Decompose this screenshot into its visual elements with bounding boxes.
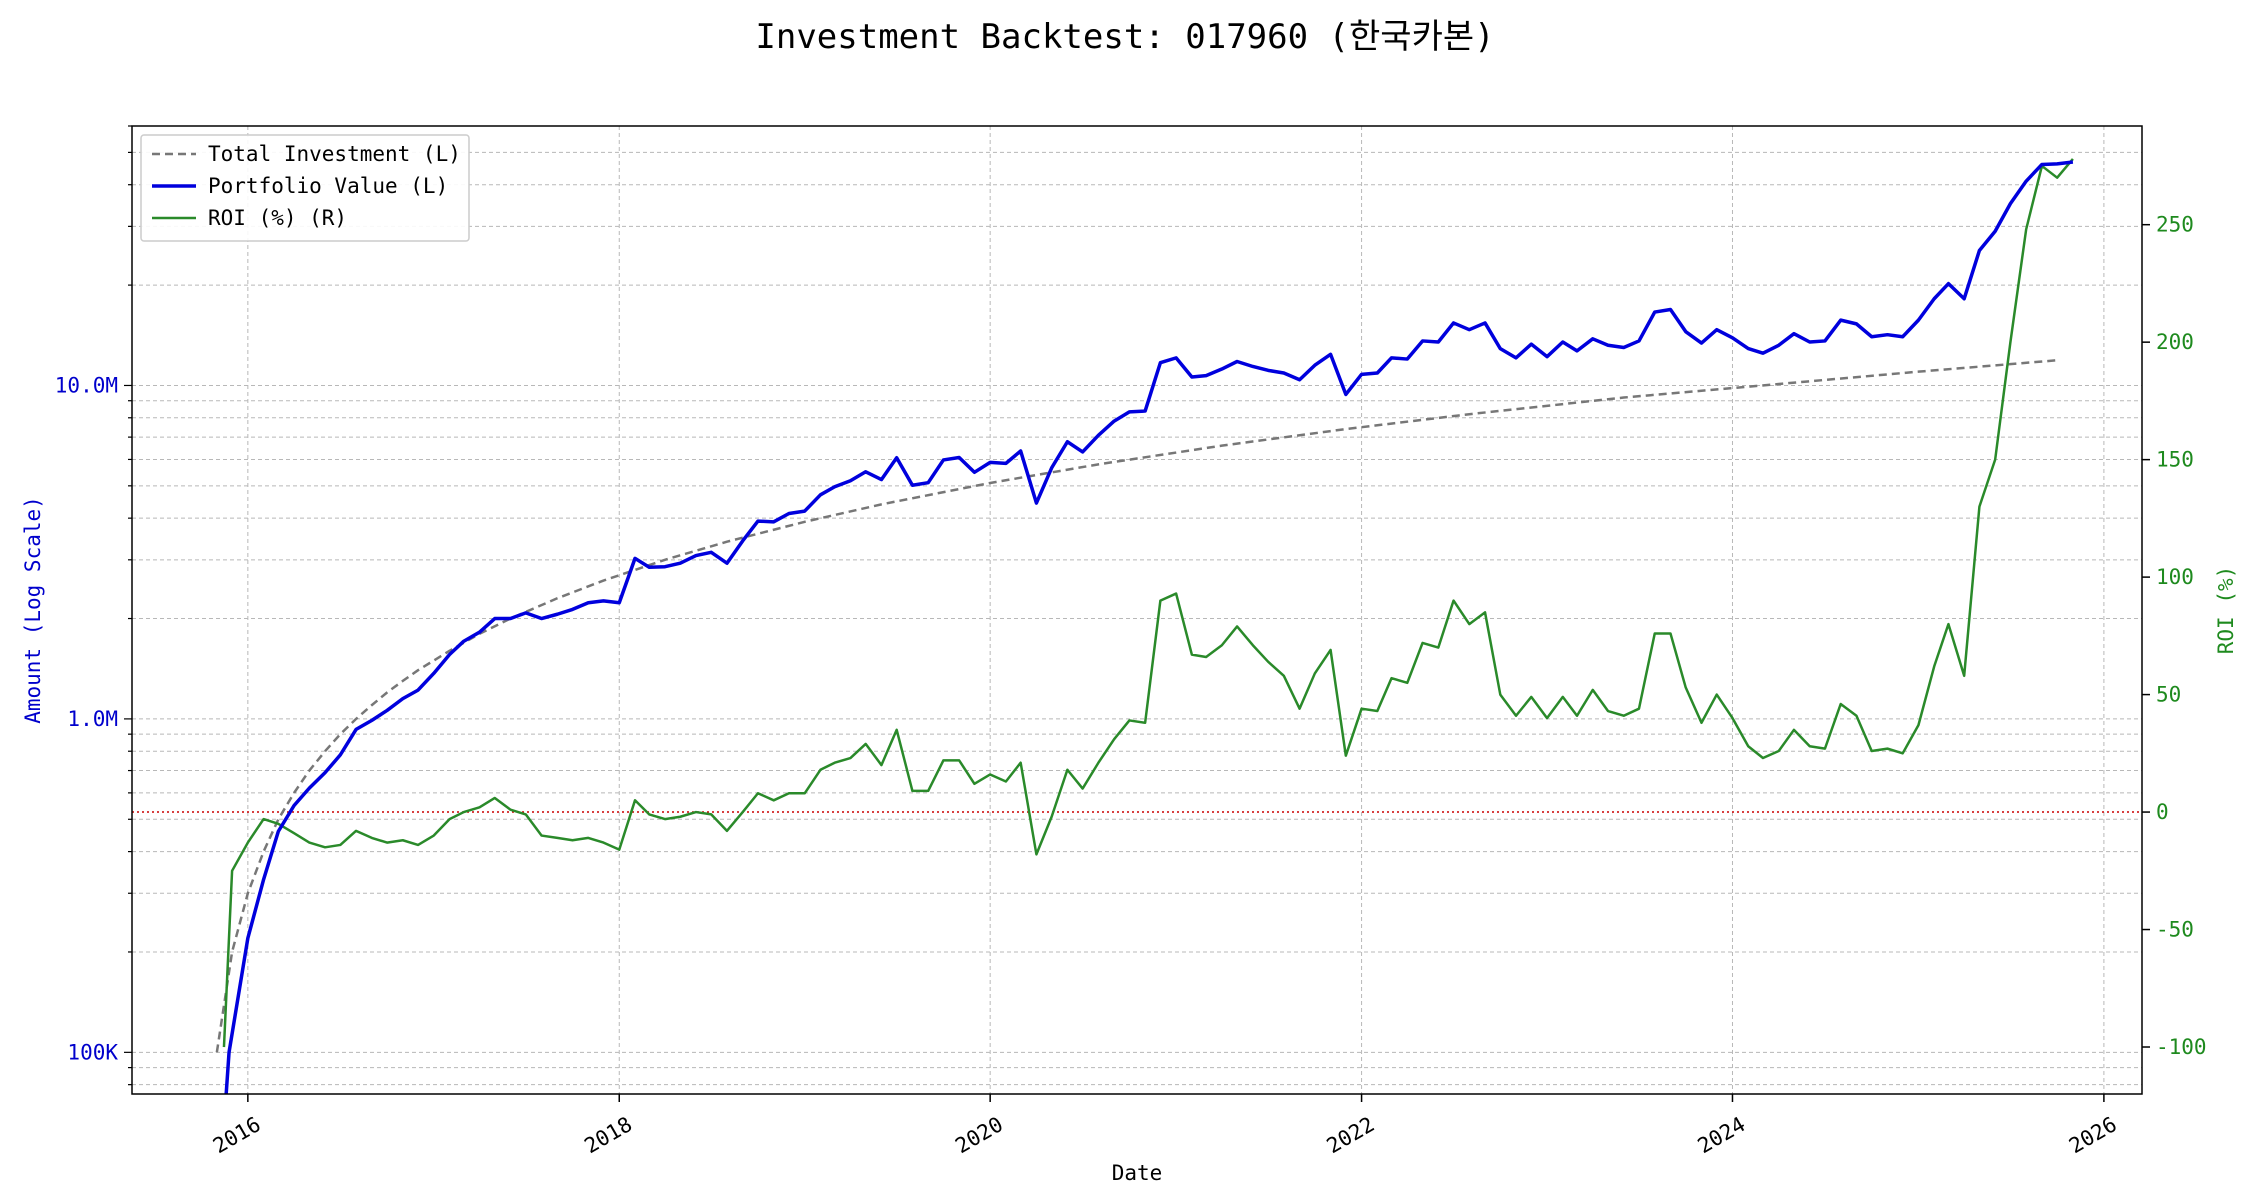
y-left-tick-label: 1.0M xyxy=(67,707,118,731)
y-axis-left-label: Amount (Log Scale) xyxy=(21,496,45,724)
legend-label-total-investment: Total Investment (L) xyxy=(208,142,461,166)
series-layer xyxy=(215,158,2074,1094)
plot-frame xyxy=(131,125,2143,1095)
y-right-tick-label: 100 xyxy=(2156,565,2194,589)
y-right-tick-label: -50 xyxy=(2156,918,2194,942)
legend-box xyxy=(140,134,470,242)
grid xyxy=(132,125,2142,1094)
legend-label-portfolio-value: Portfolio Value (L) xyxy=(208,174,448,198)
x-axis-label: Date xyxy=(1112,1161,1163,1185)
legend: Total Investment (L) Portfolio Value (L)… xyxy=(140,134,470,242)
y-right-tick-label: -100 xyxy=(2156,1035,2207,1059)
legend-label-roi: ROI (%) (R) xyxy=(208,206,347,230)
y-right-tick-label: 50 xyxy=(2156,683,2181,707)
y-right-tick-label: 0 xyxy=(2156,800,2169,824)
y-right-tick-label: 150 xyxy=(2156,448,2194,472)
series-total-investment-line xyxy=(215,359,2058,1053)
y-right-tick-label: 200 xyxy=(2156,330,2194,354)
y-axis-right-label: ROI (%) xyxy=(2214,566,2238,655)
chart-title: Investment Backtest: 017960 (한국카본) xyxy=(755,17,1494,57)
y-right-tick-label: 250 xyxy=(2156,213,2194,237)
series-portfolio-value-line xyxy=(224,160,2074,1094)
series-roi-line xyxy=(222,158,2074,1048)
y-left-tick-label: 10.0M xyxy=(55,373,118,397)
y-left-tick-label: 100K xyxy=(67,1040,118,1064)
